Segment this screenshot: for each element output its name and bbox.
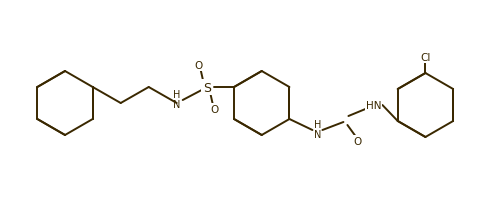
Text: O: O <box>354 136 361 146</box>
Text: H: H <box>314 119 321 129</box>
Text: S: S <box>203 81 211 94</box>
Text: N: N <box>314 129 321 139</box>
Text: Cl: Cl <box>420 53 431 63</box>
Text: H: H <box>173 90 180 99</box>
Text: O: O <box>211 104 219 115</box>
Text: N: N <box>173 99 180 109</box>
Text: HN: HN <box>366 101 381 110</box>
Text: O: O <box>194 61 203 71</box>
